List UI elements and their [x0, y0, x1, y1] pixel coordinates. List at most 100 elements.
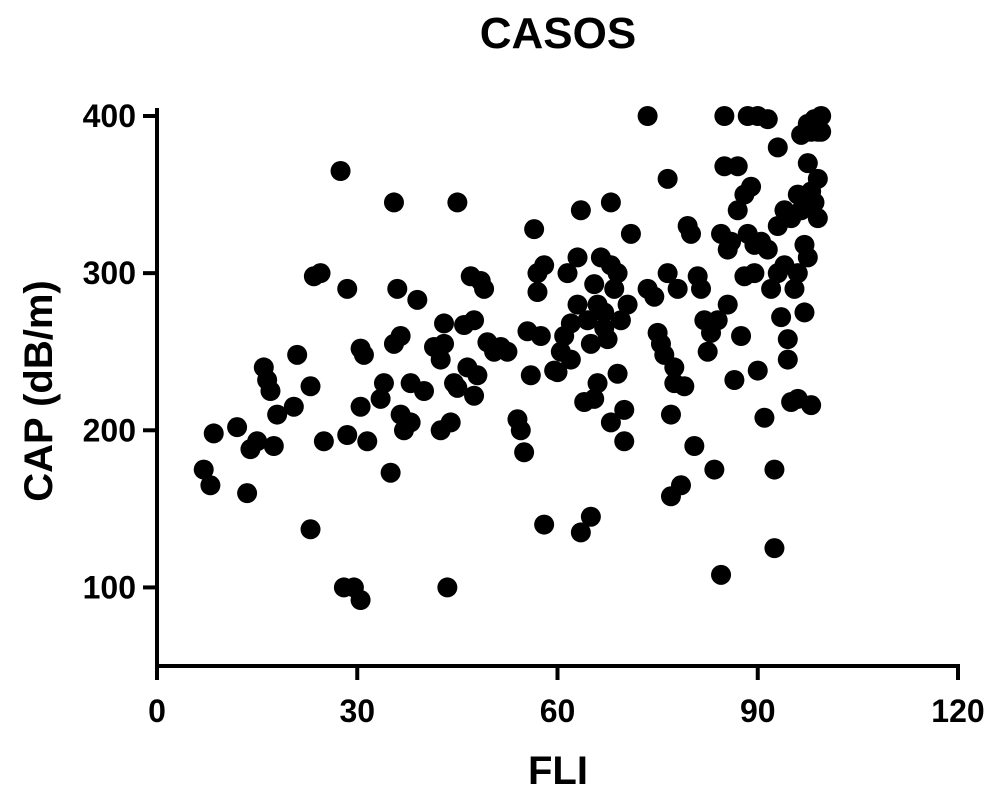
data-point	[784, 278, 805, 299]
data-point	[637, 106, 658, 126]
data-point	[764, 538, 785, 559]
data-point	[787, 263, 808, 284]
data-point	[707, 310, 728, 331]
data-point	[617, 294, 638, 315]
data-point	[614, 399, 635, 420]
data-point	[594, 302, 615, 323]
data-point	[584, 388, 605, 409]
data-point	[797, 153, 818, 174]
data-point	[467, 365, 488, 386]
data-point	[313, 431, 334, 452]
y-axis-label: CAP (dB/m)	[17, 280, 61, 501]
data-point	[300, 376, 321, 397]
data-point	[287, 344, 308, 365]
x-tick-label: 30	[339, 693, 375, 729]
data-point	[597, 329, 618, 350]
data-point	[560, 313, 581, 334]
data-point	[370, 388, 391, 409]
data-point	[310, 263, 331, 284]
data-point	[577, 310, 598, 331]
data-point	[530, 326, 551, 346]
data-point	[811, 121, 832, 142]
data-point	[674, 376, 695, 397]
data-point	[337, 425, 358, 445]
data-point	[570, 200, 591, 221]
data-point	[747, 360, 768, 381]
data-point	[717, 294, 738, 315]
data-point	[353, 344, 374, 365]
y-tick-label: 200	[83, 412, 136, 448]
y-tick-label: 300	[83, 255, 136, 291]
data-point	[534, 255, 555, 276]
data-point	[724, 370, 745, 390]
data-point	[804, 192, 825, 213]
data-point	[263, 436, 284, 456]
data-point	[434, 313, 455, 334]
data-point	[771, 307, 792, 328]
x-axis-ticks: 0 30 60 90 120	[148, 666, 985, 729]
data-point	[600, 412, 621, 433]
data-point	[697, 341, 718, 362]
data-point	[580, 506, 601, 527]
y-axis-ticks: 100 200 300 400	[83, 98, 157, 605]
data-point	[801, 395, 822, 416]
data-point	[744, 263, 765, 284]
data-point	[644, 286, 665, 307]
data-point	[604, 278, 625, 299]
data-point	[440, 412, 461, 433]
data-points	[193, 106, 832, 610]
data-point	[447, 377, 468, 398]
data-point	[757, 239, 778, 260]
data-point	[524, 219, 545, 240]
data-point	[691, 278, 712, 299]
data-point	[664, 357, 685, 378]
data-point	[614, 431, 635, 452]
data-point	[767, 137, 788, 158]
data-point	[534, 514, 555, 535]
data-point	[567, 294, 588, 315]
data-point	[400, 412, 421, 433]
data-point	[527, 282, 548, 302]
data-point	[300, 519, 321, 540]
data-point	[407, 289, 428, 310]
data-point	[414, 381, 434, 401]
data-point	[587, 373, 608, 394]
data-point	[247, 431, 268, 452]
data-point	[600, 192, 621, 213]
y-tick-label: 400	[83, 98, 136, 134]
data-point	[670, 475, 691, 496]
data-point	[430, 349, 451, 370]
data-point	[777, 329, 798, 350]
data-point	[607, 363, 628, 384]
data-point	[337, 278, 358, 299]
data-point	[704, 459, 725, 480]
data-point	[727, 156, 748, 177]
data-point	[373, 373, 394, 394]
data-point	[764, 459, 785, 480]
data-point	[777, 349, 798, 370]
data-point	[390, 326, 411, 346]
data-point	[620, 223, 641, 244]
data-point	[807, 168, 828, 189]
data-point	[434, 333, 455, 354]
data-point	[660, 404, 681, 425]
data-point	[657, 168, 678, 189]
data-point	[330, 161, 351, 181]
data-point	[681, 223, 701, 244]
data-point	[657, 263, 678, 284]
data-point	[520, 365, 541, 386]
data-point	[380, 462, 401, 483]
data-point	[387, 278, 408, 299]
x-axis-label: FLI	[528, 749, 588, 790]
data-point	[260, 381, 281, 401]
data-point	[667, 278, 688, 299]
chart-title: CASOS	[480, 9, 636, 58]
x-tick-label: 120	[931, 693, 984, 729]
data-point	[757, 109, 778, 130]
x-tick-label: 0	[148, 693, 166, 729]
data-point	[607, 263, 628, 284]
data-point	[794, 302, 815, 323]
data-point	[714, 106, 735, 126]
data-point	[721, 231, 742, 252]
data-point	[227, 417, 248, 438]
